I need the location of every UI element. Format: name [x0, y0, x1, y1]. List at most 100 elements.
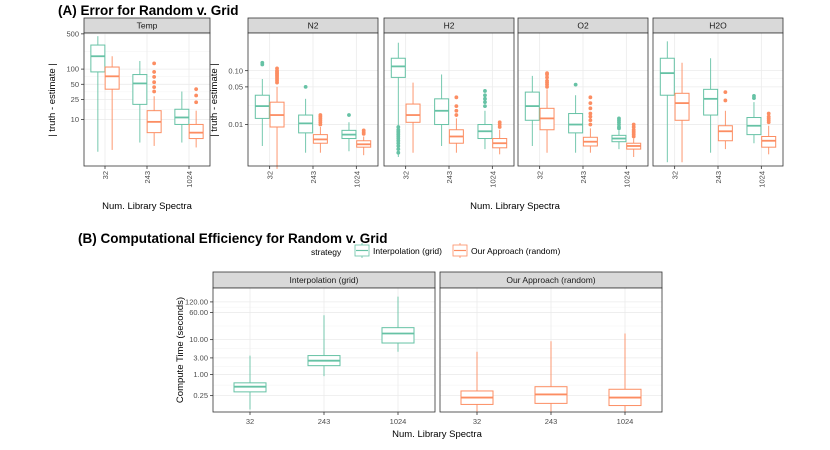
x-tick-label: 243 [545, 417, 558, 426]
x-tick-label: 32 [402, 171, 411, 179]
x-tick-label: 1024 [185, 171, 194, 188]
plot-area: Temp 32 243 1024 10 25 50 100 500 | truth - estim… [47, 17, 784, 440]
panel-strip-label-b-random: Our Approach (random) [506, 275, 595, 285]
x-tick-label: 1024 [488, 171, 497, 188]
y-tick-label: 100 [66, 65, 79, 74]
x-tick-label: 243 [445, 171, 454, 184]
legend-label-random: Our Approach (random) [471, 246, 560, 256]
panel-strip-label-h2: H2 [444, 21, 455, 31]
box-h2-grid-32 [390, 42, 406, 157]
y-tick-label: 10 [71, 115, 79, 124]
box-o2-random-1024 [626, 122, 642, 157]
box-h2-random-243 [448, 95, 464, 153]
x-tick-label: 243 [714, 171, 723, 184]
box-temp-random-32 [104, 56, 120, 150]
box-o2-random-243-outlier [588, 101, 593, 105]
box-temp-random-243 [146, 61, 162, 146]
box-o2-grid-1024-outlier [617, 116, 621, 121]
legend-key-grid [354, 243, 370, 258]
box-o2-random-243-outlier [588, 122, 593, 127]
box-h2o-random-1024-outlier [766, 111, 771, 116]
box-n2-random-1024-outlier [361, 128, 366, 133]
box-o2-grid-243 [568, 82, 584, 153]
box-temp-grid-243 [132, 60, 148, 143]
box-h2-random-1024 [492, 120, 508, 155]
box-h2o-grid-32 [659, 41, 675, 163]
box-o2-random-1024-outlier [631, 127, 636, 132]
box-temp-random-243-outlier [152, 89, 157, 94]
box-temp-random-243-outlier [152, 80, 157, 85]
y-tick-label: 500 [66, 29, 79, 38]
box-h2-grid-32-outlier [396, 147, 401, 152]
x-tick-label: 32 [246, 417, 254, 426]
x-tick-label: 243 [143, 171, 152, 184]
panel-strip-label-n2: N2 [308, 21, 319, 31]
y-axis-title-gases: | truth - estimate | [209, 63, 220, 137]
box-o2-random-243-outlier [588, 111, 593, 116]
box-temp-random-1024-box [188, 123, 204, 140]
box-n2-grid-32 [254, 60, 270, 146]
box-h2o-grid-32-box [659, 57, 675, 96]
box-o2-grid-243-outlier [573, 82, 578, 87]
box-h2o-random-32 [674, 62, 690, 163]
box-h2-random-32 [405, 82, 421, 153]
box-temp-random-1024-outlier [194, 100, 199, 105]
box-n2-random-243-outlier [318, 113, 323, 117]
box-h2o-grid-1024-outlier [752, 94, 756, 98]
box-h2-random-1024-outlier [497, 120, 502, 125]
box-temp-random-1024-outlier [194, 93, 199, 98]
box-o2-grid-32 [524, 75, 540, 146]
box-h2o-random-1024 [761, 111, 777, 155]
legend-label-grid: Interpolation (grid) [373, 246, 442, 256]
box-h2-random-243-outlier [454, 113, 459, 117]
box-b-grid-grid-1024 [381, 296, 415, 352]
y-tick-label: 120.00 [185, 298, 208, 307]
box-o2-random-32-outlier [545, 78, 549, 83]
panel-strip-label-o2: O2 [577, 21, 589, 31]
box-h2-grid-32-outlier [396, 125, 401, 129]
y-tick-label: 0.05 [228, 82, 243, 91]
panel-temp: Temp 32 243 1024 10 25 50 100 500 [66, 17, 211, 188]
box-h2o-random-243 [717, 90, 733, 150]
x-tick-label: 32 [473, 417, 481, 426]
box-b-grid-grid-243 [307, 315, 341, 377]
box-h2-grid-1024-outlier [483, 104, 487, 108]
box-o2-random-243-outlier [588, 95, 593, 100]
box-h2-grid-1024-outlier [483, 100, 487, 105]
box-h2o-random-32-box [674, 92, 690, 121]
box-o2-random-243-outlier [588, 114, 593, 119]
box-h2-grid-1024 [477, 89, 493, 150]
panel-h2o: H2O 32 243 1024 [652, 17, 784, 188]
panel-h2: H2 32 243 1024 [383, 17, 515, 188]
x-tick-label: 32 [671, 171, 680, 179]
box-temp-random-243-outlier [152, 61, 157, 66]
x-tick-label: 32 [536, 171, 545, 179]
panel-strip-label-temp: Temp [137, 21, 158, 31]
x-tick-label: 1024 [390, 417, 407, 426]
box-h2-random-243-outlier [454, 104, 459, 108]
box-n2-grid-243 [298, 84, 314, 153]
y-tick-label: 50 [71, 80, 79, 89]
box-h2-grid-32-outlier [396, 150, 401, 155]
panel-strip-label-h2o: H2O [709, 21, 727, 31]
x-axis-title-temp: Num. Library Spectra [102, 201, 192, 212]
title-b: (B) Computational Efficiency for Random … [78, 231, 388, 246]
box-h2-random-32-box [405, 103, 421, 123]
box-h2o-random-243-outlier [723, 98, 728, 103]
x-axis-title-gases: Num. Library Spectra [470, 201, 560, 212]
box-h2o-random-1024-box [761, 135, 777, 148]
x-tick-label: 243 [318, 417, 331, 426]
box-o2-random-32-outlier [545, 71, 549, 76]
y-tick-label: 0.25 [193, 391, 208, 400]
box-h2-grid-1024-outlier [483, 93, 487, 98]
box-h2-grid-32-outlier [396, 144, 401, 148]
x-tick-label: 1024 [757, 171, 766, 188]
y-tick-label: 3.00 [193, 354, 208, 363]
box-o2-random-32 [539, 71, 555, 153]
box-temp-grid-1024 [174, 91, 190, 143]
title-a: (A) Error for Random v. Grid [58, 3, 239, 18]
box-h2o-random-243-box [717, 125, 733, 142]
box-o2-random-32-outlier [545, 75, 549, 80]
y-tick-label: 25 [71, 95, 79, 104]
